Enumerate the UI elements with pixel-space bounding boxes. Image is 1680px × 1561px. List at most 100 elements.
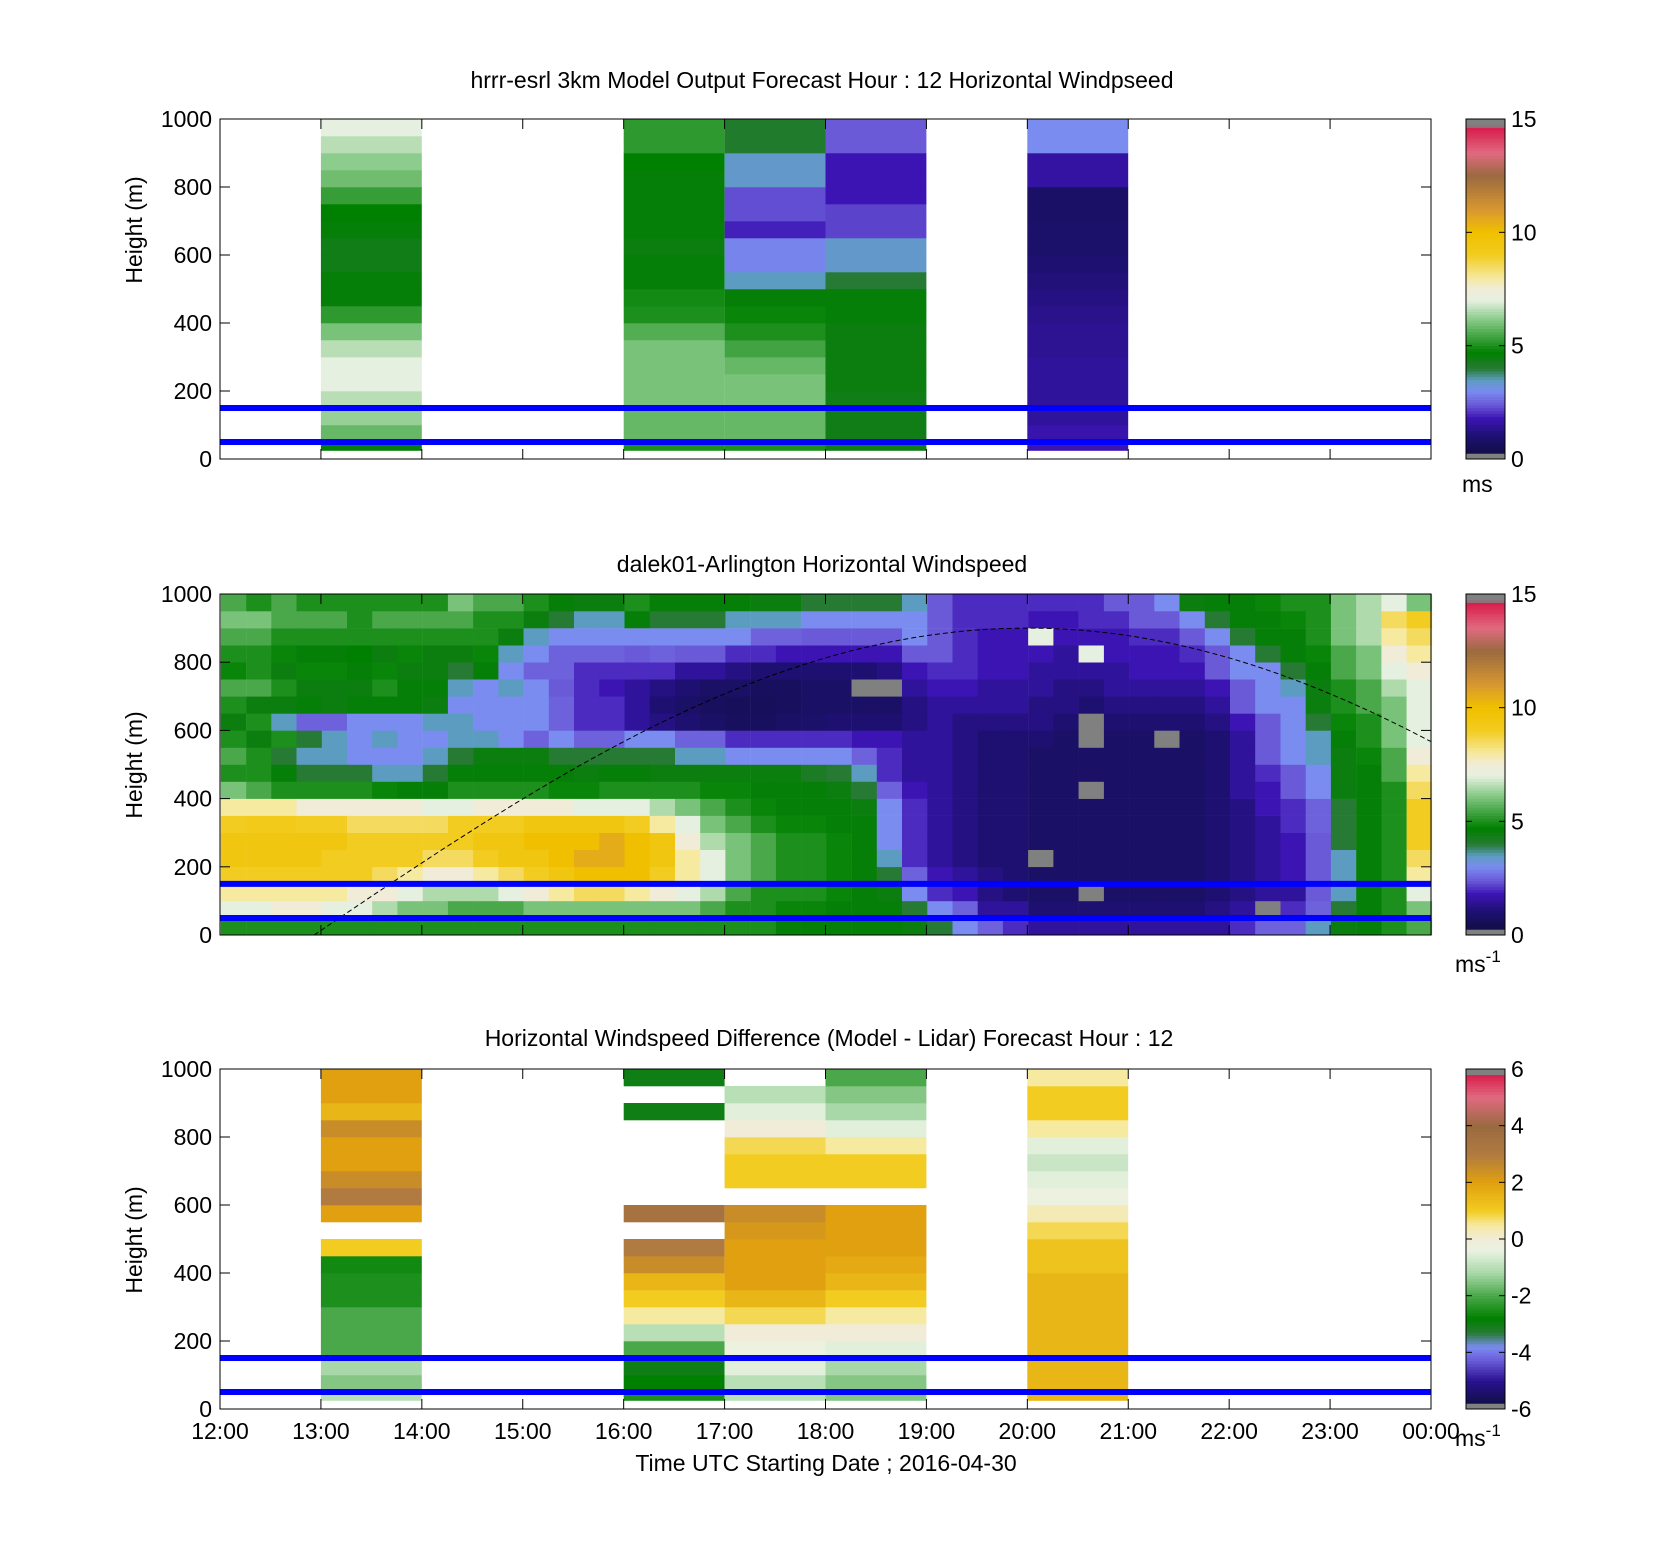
colorbar-segment [1466, 320, 1505, 324]
heatmap-cell [927, 798, 953, 816]
colorbar-frame [1465, 593, 1506, 936]
heatmap-cell [422, 781, 449, 799]
heatmap-cell [1053, 918, 1079, 936]
heatmap-cell [1230, 628, 1256, 646]
colorbar-segment [1466, 656, 1505, 660]
heatmap-cell [623, 1103, 725, 1121]
heatmap-cell [372, 645, 398, 663]
heatmap-cell [372, 764, 398, 782]
heatmap-cell [347, 645, 373, 663]
colorbar-segment [1466, 1091, 1505, 1095]
heatmap-cell [599, 849, 625, 868]
x-tick-label: 20:00 [999, 1418, 1057, 1444]
heatmap-cell [775, 645, 802, 663]
heatmap-cell [498, 696, 524, 714]
heatmap-cell [825, 1392, 927, 1401]
colorbar-segment [1466, 781, 1505, 785]
heatmap-cell [775, 900, 802, 919]
heatmap-cell [574, 849, 600, 868]
heatmap-cell [296, 781, 322, 799]
heatmap-cell [246, 832, 272, 850]
heatmap-cell [623, 272, 725, 290]
heatmap-cell [1179, 611, 1205, 629]
heatmap-cell [1078, 815, 1105, 833]
colorbar-segment [1466, 730, 1505, 734]
colorbar-segment [1466, 915, 1505, 919]
heatmap-cell [724, 119, 826, 137]
heatmap-cell [1053, 696, 1079, 714]
colorbar-segment [1466, 838, 1505, 842]
heatmap-cell [1305, 781, 1332, 799]
heatmap-cell [1129, 815, 1155, 833]
heatmap-cell [1280, 662, 1306, 680]
heatmap-cell [649, 594, 676, 612]
heatmap-cell [1255, 730, 1281, 748]
heatmap-cell [1053, 764, 1079, 782]
heatmap-cell [296, 849, 322, 868]
heatmap-cell [321, 781, 348, 799]
colorbar-segment [1466, 1145, 1505, 1149]
heatmap-cell [927, 747, 953, 765]
heatmap-cell [623, 187, 725, 205]
colorbar-segment [1466, 365, 1505, 369]
heatmap-cell [220, 815, 247, 833]
colorbar-segment [1466, 260, 1505, 264]
heatmap-cell [296, 594, 322, 612]
heatmap-cell [320, 1239, 422, 1257]
colorbar-segment [1466, 427, 1505, 432]
heatmap-cell [725, 645, 751, 663]
colorbar-unit: ms [1462, 471, 1493, 497]
heatmap-cell [876, 883, 903, 902]
heatmap-cell [624, 883, 650, 902]
heatmap-cell [1356, 900, 1382, 919]
colorbar-tick-label: 2 [1511, 1169, 1524, 1195]
heatmap-cell [902, 662, 928, 680]
heatmap-cell [851, 918, 878, 936]
heatmap-cell [675, 798, 701, 816]
heatmap-cell [1381, 611, 1407, 629]
panel-model-xticks [219, 119, 1432, 459]
colorbar-segment [1466, 1256, 1505, 1260]
heatmap-cell [1027, 391, 1129, 409]
heatmap-cell [825, 221, 927, 239]
heatmap-cell [801, 900, 827, 919]
heatmap-cell [1179, 730, 1205, 748]
heatmap-cell [498, 764, 524, 782]
heatmap-cell [447, 696, 474, 714]
heatmap-cell [801, 679, 827, 697]
colorbar-segment [1466, 1074, 1505, 1078]
heatmap-cell [447, 883, 474, 902]
heatmap-cell [1053, 798, 1079, 816]
heatmap-cell [1255, 611, 1281, 629]
heatmap-cell [1028, 866, 1054, 885]
heatmap-cell [623, 1239, 725, 1257]
heatmap-cell [1129, 747, 1155, 765]
heatmap-cell [825, 1256, 927, 1274]
colorbar-segment [1466, 1179, 1505, 1183]
heatmap-cell [271, 594, 297, 612]
heatmap-cell [876, 832, 903, 850]
colorbar-segment [1466, 1103, 1505, 1107]
heatmap-cell [498, 645, 524, 663]
heatmap-cell [599, 628, 625, 646]
heatmap-cell [320, 323, 422, 341]
heatmap-cell [372, 798, 398, 816]
heatmap-cell [927, 918, 953, 936]
heatmap-cell [1154, 918, 1180, 936]
heatmap-cell [1129, 764, 1155, 782]
heatmap-cell [1002, 883, 1029, 902]
colorbar-segment [1466, 1332, 1505, 1336]
heatmap-cell [321, 832, 348, 850]
colorbar-segment [1466, 184, 1505, 188]
colorbar-segment [1466, 1173, 1505, 1178]
heatmap-cell [372, 900, 398, 919]
colorbar-segment [1466, 844, 1505, 848]
heatmap-cell [700, 594, 726, 612]
colorbar-segment [1466, 693, 1505, 697]
heatmap-cell [1154, 849, 1180, 868]
heatmap-cell [1305, 628, 1332, 646]
colorbar-segment [1466, 206, 1505, 211]
colorbar-segment [1466, 733, 1505, 737]
heatmap-cell [1255, 918, 1281, 936]
heatmap-cell [220, 866, 247, 885]
